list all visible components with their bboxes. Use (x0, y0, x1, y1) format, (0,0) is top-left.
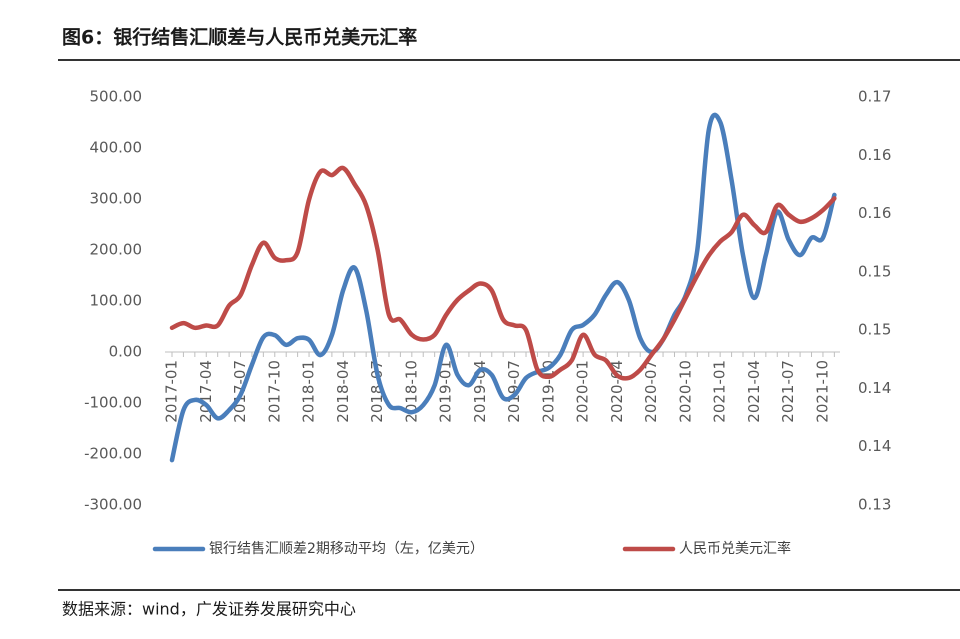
x-tick-label: 2020-07 (642, 360, 660, 423)
series-line (169, 165, 837, 381)
y-tick-label: -200.00 (84, 445, 142, 463)
series-line (169, 112, 837, 463)
y2-tick-label: 0.16 (858, 146, 891, 164)
x-tick-label: 2018-10 (402, 360, 420, 423)
y-tick-label: 300.00 (90, 190, 143, 208)
x-tick-label: 2021-07 (779, 360, 797, 423)
x-tick-label: 2019-01 (437, 360, 455, 423)
x-tick-label: 2017-10 (265, 360, 283, 423)
x-tick-label: 2021-01 (711, 360, 729, 423)
y2-tick-label: 0.17 (858, 88, 891, 106)
x-tick-label: 2018-01 (300, 360, 318, 423)
y2-tick-label: 0.14 (858, 437, 891, 455)
x-tick-label: 2018-04 (334, 360, 352, 423)
y2-tick-label: 0.15 (858, 321, 891, 339)
chart-title: 图6：银行结售汇顺差与人民币兑美元汇率 (62, 26, 417, 49)
y-tick-label: -300.00 (84, 496, 142, 514)
legend-label: 人民币兑美元汇率 (679, 540, 791, 557)
legend-label: 银行结售汇顺差2期移动平均（左，亿美元） (209, 541, 484, 557)
y-tick-label: 200.00 (90, 241, 143, 259)
source: 数据来源：wind，广发证券发展研究中心 (62, 600, 356, 619)
x-tick-label: 2017-01 (163, 360, 181, 423)
x-tick-label: 2021-10 (813, 360, 831, 423)
y2-tick-label: 0.15 (858, 262, 891, 280)
y2-tick-label: 0.16 (858, 204, 891, 222)
y2-tick-label: 0.13 (858, 496, 891, 514)
x-tick-label: 2020-10 (676, 360, 694, 423)
x-tick-label: 2020-01 (574, 360, 592, 423)
y-tick-label: 100.00 (90, 292, 143, 310)
x-tick-label: 2021-04 (745, 360, 763, 423)
x-tick-label: 2019-07 (505, 360, 523, 423)
y-tick-label: 400.00 (90, 139, 143, 157)
x-tick-label: 2018-07 (368, 360, 386, 423)
y-tick-label: -100.00 (84, 394, 142, 412)
y2-tick-label: 0.14 (858, 379, 891, 397)
y-tick-label: 500.00 (90, 88, 143, 106)
y-tick-label: 0.00 (109, 343, 142, 361)
